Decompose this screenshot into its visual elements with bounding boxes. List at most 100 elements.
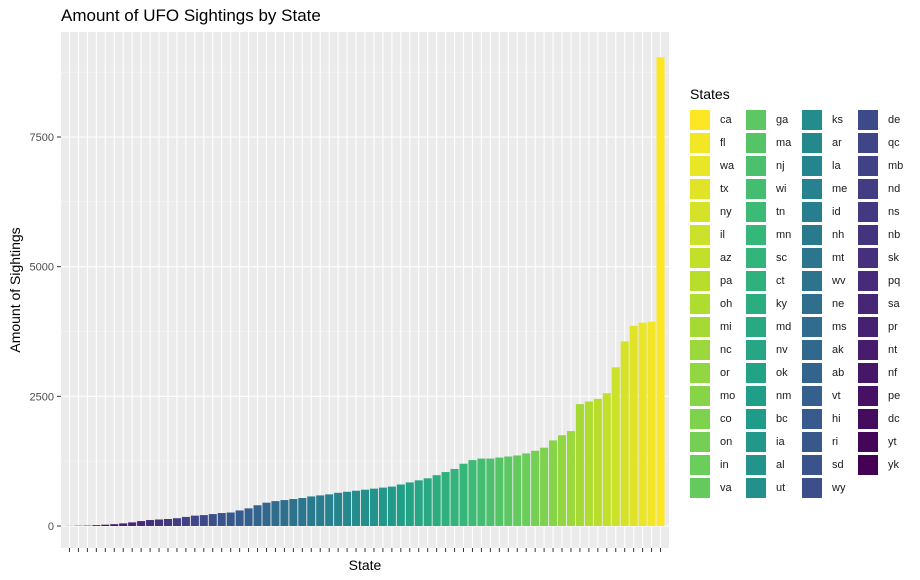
legend-label: fl	[720, 136, 726, 149]
bar-ia	[378, 487, 387, 526]
bar-or	[557, 435, 567, 526]
legend-key	[802, 477, 822, 498]
legend-label: mo	[720, 389, 736, 402]
bar-mo	[549, 440, 558, 526]
y-tick-label: 2500	[30, 391, 54, 403]
legend-label: pr	[888, 320, 898, 333]
bar-pa	[593, 398, 602, 526]
bar-nm	[396, 484, 405, 526]
bar-me	[325, 494, 334, 526]
legend-key	[690, 316, 710, 337]
legend-item-wv: wv	[802, 269, 858, 292]
legend-item-co: co	[690, 407, 746, 430]
bar-nh	[307, 496, 316, 526]
legend-item-ga: ga	[746, 108, 802, 131]
legend-item-qc: qc	[858, 131, 914, 154]
legend-label: nf	[888, 366, 898, 379]
legend-key	[746, 132, 766, 153]
legend-key	[802, 201, 822, 222]
legend-label: wi	[776, 182, 787, 195]
legend-key	[746, 178, 766, 199]
legend-key	[746, 385, 766, 406]
bar-md	[423, 478, 432, 526]
legend-label: nt	[888, 343, 898, 356]
legend-label: id	[832, 205, 841, 218]
legend-label: nb	[888, 228, 901, 241]
legend-item-in: in	[690, 453, 746, 476]
legend-label: va	[720, 481, 732, 494]
legend-item-mo: mo	[690, 384, 746, 407]
legend-item-ne: ne	[802, 292, 858, 315]
legend-item-mt: mt	[802, 246, 858, 269]
legend-label: ca	[720, 113, 732, 126]
legend-item-ma: ma	[746, 131, 802, 154]
legend-key	[746, 293, 766, 314]
bar-oh	[584, 401, 593, 526]
legend-item-nh: nh	[802, 223, 858, 246]
legend-key	[858, 201, 878, 222]
legend-key	[802, 316, 822, 337]
legend-key	[690, 270, 710, 291]
bar-co	[540, 447, 549, 526]
legend-item-yk: yk	[858, 453, 914, 476]
legend-label: sa	[888, 297, 900, 310]
legend-item-or: or	[690, 361, 746, 384]
legend-label: oh	[720, 297, 733, 310]
legend-key	[858, 408, 878, 429]
bar-nt	[110, 524, 119, 526]
legend-key	[802, 178, 822, 199]
legend-item-mb: mb	[858, 154, 914, 177]
legend-label: vt	[832, 389, 841, 402]
legend-label: ak	[832, 343, 844, 356]
legend-item-ky: ky	[746, 292, 802, 315]
legend-key	[746, 431, 766, 452]
legend-item-ms: ms	[802, 315, 858, 338]
bar-mb	[181, 516, 190, 526]
legend-item-oh: oh	[690, 292, 746, 315]
legend-key	[690, 408, 710, 429]
legend-label: il	[720, 228, 725, 241]
bar-tx	[629, 325, 638, 526]
y-axis: 0 2500 5000 7500	[30, 132, 61, 533]
legend-item-wa: wa	[690, 154, 746, 177]
legend-key	[746, 270, 766, 291]
legend-label: al	[776, 458, 785, 471]
legend-label: ms	[832, 320, 847, 333]
y-tick-label: 0	[48, 521, 54, 533]
legend-label: qc	[888, 136, 900, 149]
bar-az	[602, 393, 611, 526]
bar-ns	[163, 518, 173, 526]
legend-key	[690, 109, 710, 130]
legend-key	[802, 339, 822, 360]
bar-pq	[137, 521, 146, 526]
bar-wi	[477, 458, 486, 526]
legend-label: ia	[776, 435, 785, 448]
legend-key	[690, 224, 710, 245]
legend-label: wv	[832, 274, 846, 287]
legend-key	[746, 477, 766, 498]
legend-item-nv: nv	[746, 338, 802, 361]
legend-label: ns	[888, 205, 900, 218]
bar-hi	[235, 510, 244, 526]
legend-item-id: id	[802, 200, 858, 223]
legend-column: de qc mb nd ns nb sk pq sa pr nt nf pe dc yt yk	[858, 108, 914, 499]
legend-item-fl: fl	[690, 131, 746, 154]
bar-wy	[208, 514, 217, 526]
legend-label: sk	[888, 251, 899, 264]
legend-column: ks ar la me id nh mt wv ne ms ak ab vt hi ri sd wy	[802, 108, 858, 499]
legend-label: tn	[776, 205, 786, 218]
bar-qc	[190, 515, 199, 526]
bar-nb	[155, 519, 164, 526]
legend-item-sc: sc	[746, 246, 802, 269]
legend-label: ks	[832, 113, 843, 126]
legend-key	[746, 362, 766, 383]
legend-label: de	[888, 113, 901, 126]
legend-label: yk	[888, 458, 899, 471]
legend-item-nj: nj	[746, 154, 802, 177]
bar-il	[611, 367, 620, 526]
legend-item-ct: ct	[746, 269, 802, 292]
legend-item-ny: ny	[690, 200, 746, 223]
bar-al	[369, 488, 378, 526]
legend-item-ar: ar	[802, 131, 858, 154]
legend-key	[690, 201, 710, 222]
